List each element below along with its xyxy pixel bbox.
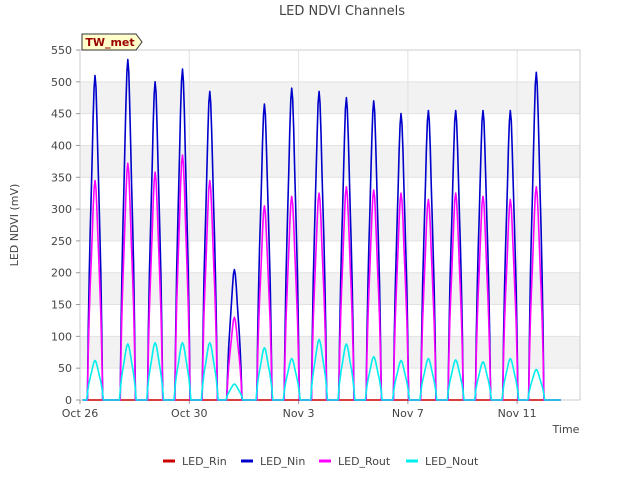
x-axis-label: Time bbox=[552, 423, 580, 436]
series-line-led-rout bbox=[82, 154, 561, 401]
y-tick-label: 350 bbox=[51, 171, 72, 184]
legend-label-led-nin: LED_Nin bbox=[260, 455, 305, 468]
grid-band bbox=[80, 336, 580, 369]
legend-label-led-rout: LED_Rout bbox=[338, 455, 391, 468]
series-line-led-nout bbox=[82, 338, 561, 401]
grid-band bbox=[80, 272, 580, 305]
x-tick-label: Nov 7 bbox=[392, 407, 424, 420]
x-tick-label: Oct 30 bbox=[171, 407, 208, 420]
y-tick-label: 500 bbox=[51, 76, 72, 89]
x-tick-label: Nov 3 bbox=[283, 407, 315, 420]
y-tick-label: 50 bbox=[58, 362, 72, 375]
legend-label-led-rin: LED_Rin bbox=[182, 455, 227, 468]
grid-band bbox=[80, 209, 580, 241]
grid-band bbox=[80, 81, 580, 114]
legend-label-led-nout: LED_Nout bbox=[425, 455, 479, 468]
x-tick-label: Oct 26 bbox=[62, 407, 99, 420]
grid-band bbox=[80, 145, 580, 178]
y-tick-label: 250 bbox=[51, 235, 72, 248]
annotation-label: TW_met bbox=[85, 36, 134, 49]
y-tick-label: 400 bbox=[51, 139, 72, 152]
series-line-led-nin bbox=[82, 58, 561, 401]
y-tick-label: 550 bbox=[51, 44, 72, 57]
y-tick-label: 0 bbox=[65, 394, 72, 407]
y-axis-label: LED NDVI (mV) bbox=[8, 184, 21, 267]
chart-title: LED NDVI Channels bbox=[279, 4, 405, 19]
y-tick-label: 200 bbox=[51, 267, 72, 280]
y-tick-label: 100 bbox=[51, 330, 72, 343]
y-tick-label: 300 bbox=[51, 203, 72, 216]
x-tick-label: Nov 11 bbox=[498, 407, 537, 420]
y-tick-label: 450 bbox=[51, 108, 72, 121]
y-tick-label: 150 bbox=[51, 299, 72, 312]
annotation-box bbox=[81, 33, 143, 51]
